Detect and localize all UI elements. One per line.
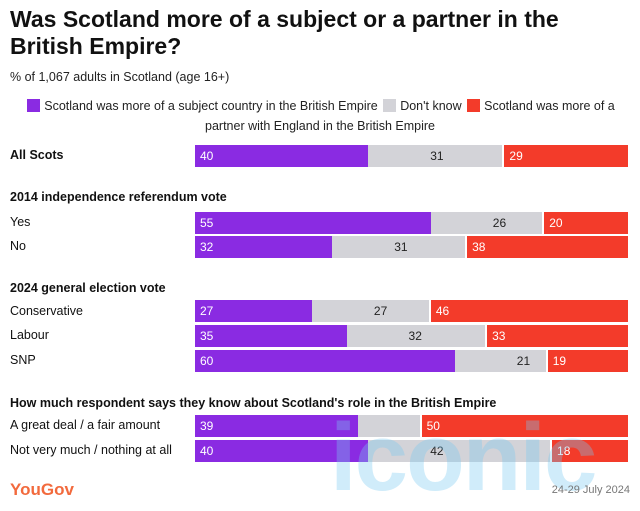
bar-segment-dont-know: 31 <box>332 236 466 258</box>
bar-yes: 55 26 20 <box>195 212 628 234</box>
chart-subtitle: % of 1,067 adults in Scotland (age 16+) <box>10 70 230 84</box>
bar-segment-dont-know: 31 <box>368 145 503 167</box>
chart-title: Was Scotland more of a subject or a part… <box>10 6 559 59</box>
section-title-referendum: 2014 independence referendum vote <box>10 190 227 204</box>
bar-segment-dont-know: 26 <box>430 212 543 234</box>
legend-swatch-dont-know <box>383 99 397 112</box>
legend-label-partner: Scotland was more of a partner with Engl… <box>205 99 615 133</box>
footer-date: 24-29 July 2024 <box>551 484 630 496</box>
bar-segment-partner: 19 <box>545 350 628 372</box>
bar-segment-dont-know: 21 <box>454 350 546 372</box>
bar-segment-subject: 39 <box>195 415 358 437</box>
bar-segment-dont-know: 42 <box>368 440 551 462</box>
bar-not-much: 40 42 18 <box>195 440 628 462</box>
bar-segment-partner: 50 <box>419 415 628 437</box>
row-label-not-much: Not very much / nothing at all <box>10 443 172 457</box>
legend-swatch-subject <box>27 99 41 112</box>
legend-label-subject: Scotland was more of a subject country i… <box>44 99 378 113</box>
legend-swatch-partner <box>467 99 481 112</box>
bar-segment-subject: 32 <box>195 236 333 258</box>
bar-segment-dont-know: 27 <box>311 300 429 322</box>
legend-label-dont-know: Don't know <box>400 99 462 113</box>
legend-item-dont-know: Don't know <box>381 99 462 113</box>
legend-item-subject: Scotland was more of a subject country i… <box>25 99 378 113</box>
row-label-conservative: Conservative <box>10 304 83 318</box>
bar-segment-partner: 33 <box>485 325 628 347</box>
row-label-labour: Labour <box>10 328 49 342</box>
row-label-great-deal: A great deal / a fair amount <box>10 418 161 432</box>
row-label-yes: Yes <box>10 215 31 229</box>
bar-segment-subject: 60 <box>195 350 455 372</box>
bar-labour: 35 32 33 <box>195 325 628 347</box>
bar-segment-subject: 35 <box>195 325 347 347</box>
bar-segment-partner: 38 <box>465 236 628 258</box>
row-label-snp: SNP <box>10 353 36 367</box>
bar-all-scots: 40 31 29 <box>195 145 628 167</box>
bar-segment-subject: 40 <box>195 440 369 462</box>
bar-segment-partner: 18 <box>550 440 628 462</box>
bar-segment-partner: 46 <box>428 300 628 322</box>
bar-snp: 60 21 19 <box>195 350 628 372</box>
section-title-election: 2024 general election vote <box>10 281 166 295</box>
bar-segment-partner: 20 <box>542 212 628 234</box>
bar-segment-dont-know: 11 <box>357 415 420 437</box>
bar-segment-subject: 27 <box>195 300 312 322</box>
row-label-all-scots: All Scots <box>10 148 64 162</box>
bar-segment-partner: 29 <box>502 145 628 167</box>
bar-segment-subject: 55 <box>195 212 431 234</box>
bar-great-deal: 391150 <box>195 415 628 437</box>
bar-segment-dont-know: 32 <box>346 325 486 347</box>
bar-no: 32 31 38 <box>195 236 628 258</box>
row-label-no: No <box>10 239 26 253</box>
legend-item-partner: Scotland was more of a partner with Engl… <box>205 99 615 133</box>
yougov-logo: YouGov <box>10 480 74 499</box>
bar-segment-subject: 40 <box>195 145 369 167</box>
legend: Scotland was more of a subject country i… <box>10 96 630 136</box>
section-title-knowledge: How much respondent says they know about… <box>10 396 497 410</box>
bar-conservative: 27 27 46 <box>195 300 628 322</box>
